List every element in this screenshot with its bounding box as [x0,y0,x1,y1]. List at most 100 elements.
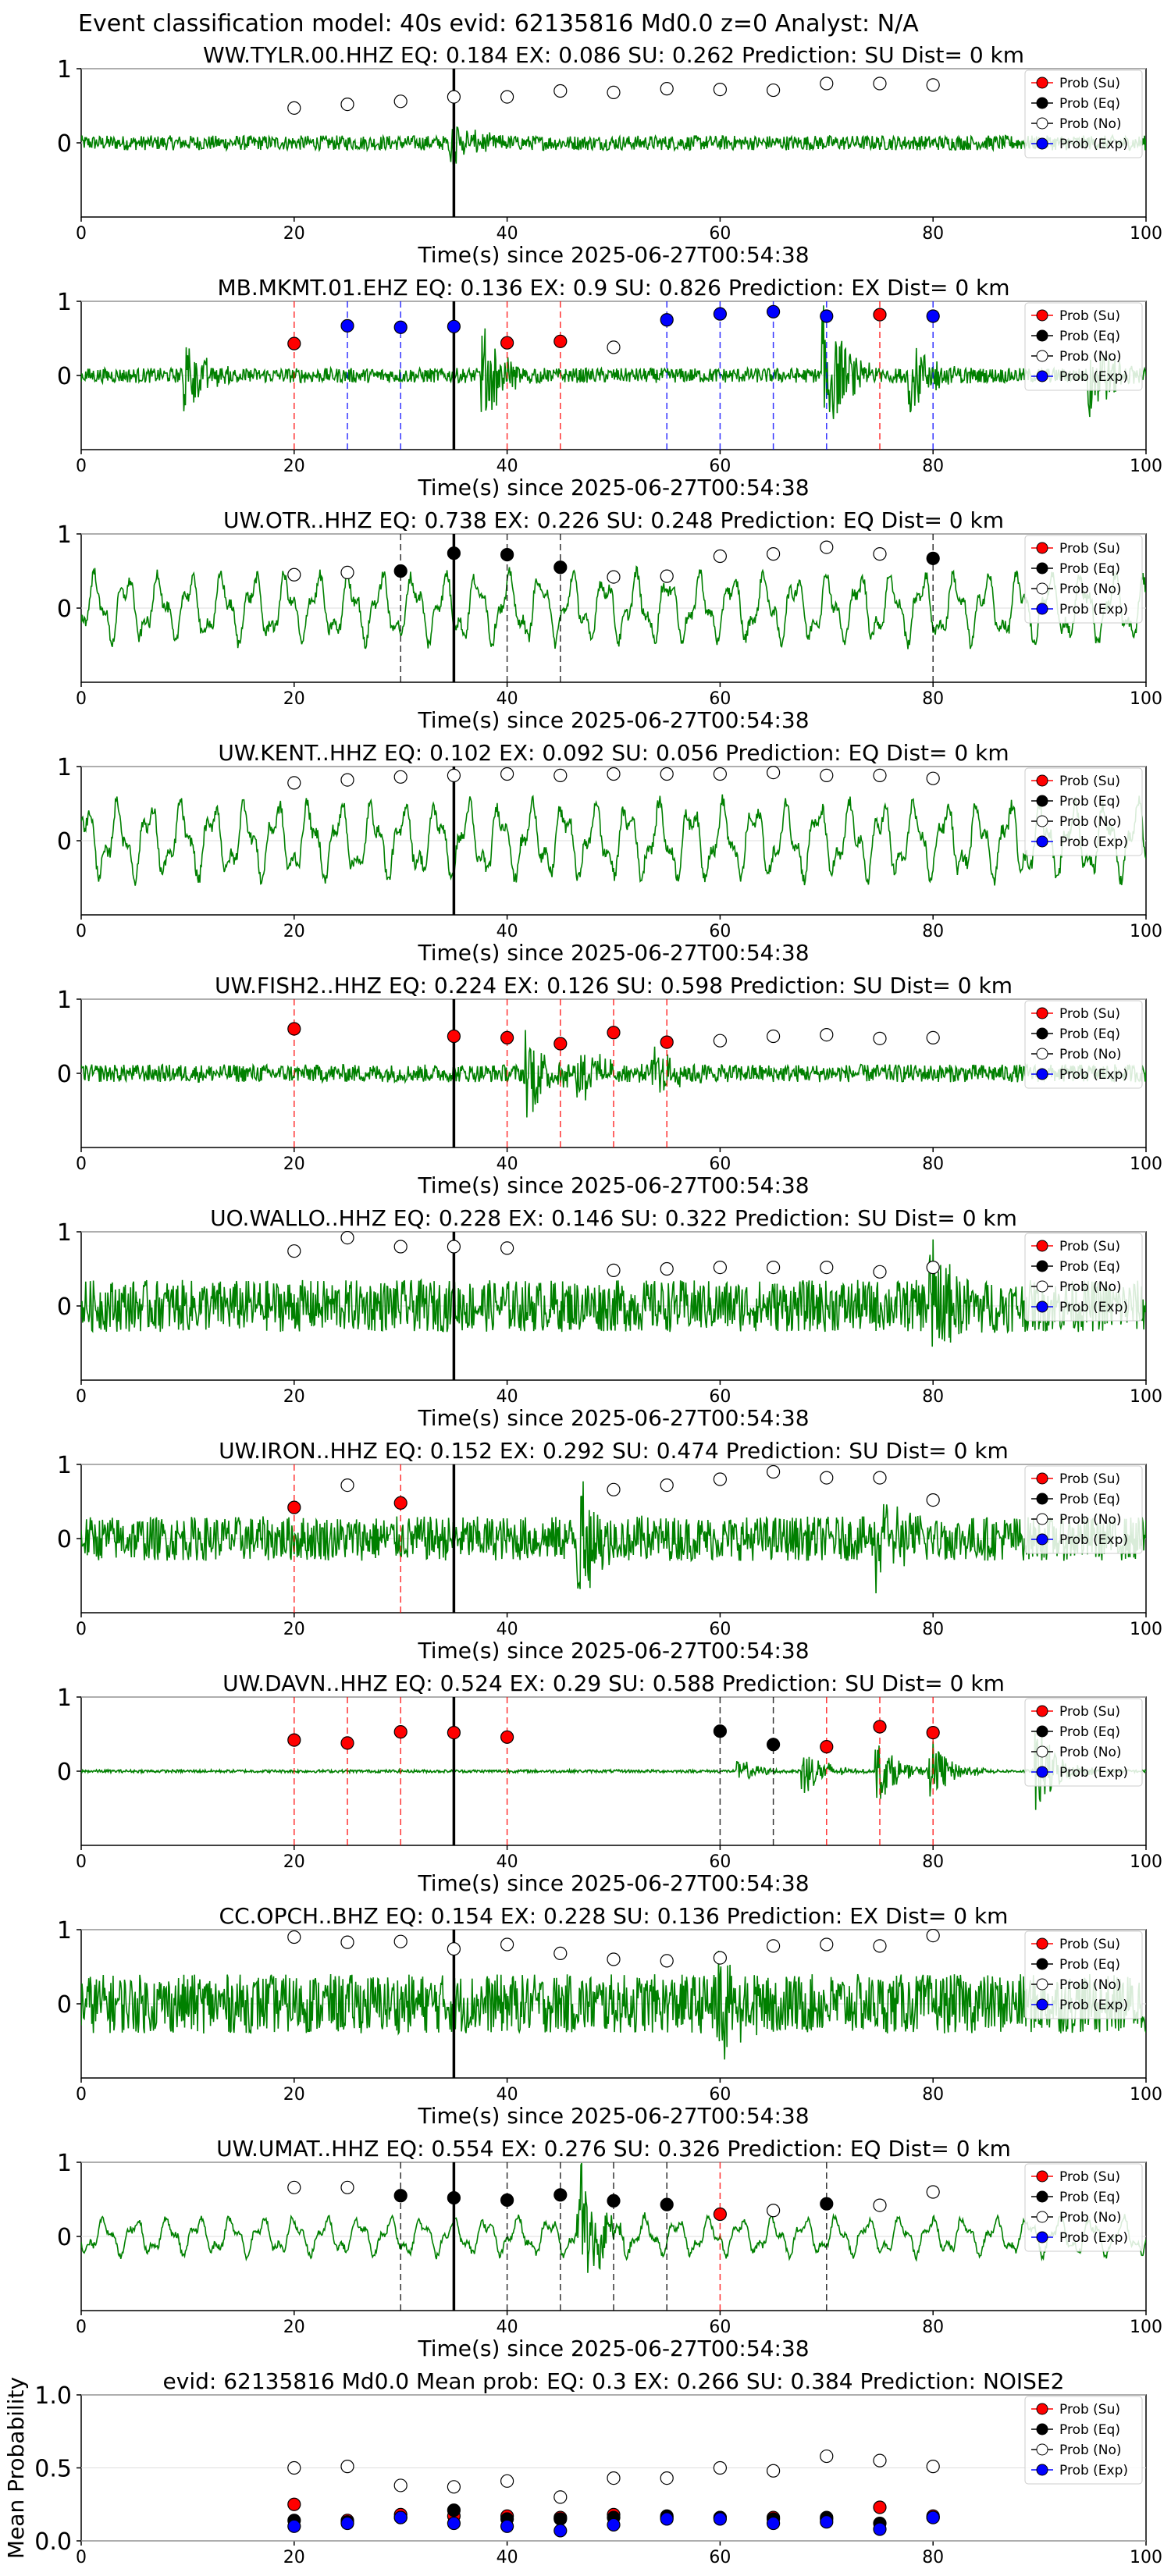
mean-prob-point-no [660,2471,674,2485]
mean-prob-point-exp [340,2516,354,2531]
y-tick-label: 0 [57,1526,72,1553]
prob-point-su [287,1500,301,1514]
legend-label: Prob (Eq) [1059,561,1120,577]
legend-label: Prob (Exp) [1059,1067,1128,1083]
legend-frame [1024,1465,1143,1554]
legend: Prob (Su) Prob (Eq) Prob (No) Prob (Exp) [1024,1465,1143,1554]
prob-point-no [287,568,301,582]
legend-label: Prob (Exp) [1059,1532,1128,1548]
x-tick-label: 40 [497,2318,518,2337]
prob-point-su [447,1029,461,1044]
prob-point-no [447,768,461,783]
x-tick-label: 0 [76,922,87,941]
legend-frame [1024,1233,1143,1322]
y-tick-label: 0 [57,363,72,390]
legend-label: Prob (Exp) [1059,602,1128,617]
mean-prob-point-exp [553,2524,568,2538]
x-tick-label: 0 [76,2318,87,2337]
prob-point-no [660,1261,674,1276]
prob-point-no [393,1240,408,1254]
x-tick-label: 40 [497,922,518,941]
legend-label: Prob (Eq) [1059,2190,1120,2205]
x-tick-label: 80 [922,689,944,709]
legend: Prob (Su) Prob (Eq) Prob (No) Prob (Exp) [1024,302,1143,391]
legend-marker [1036,2403,1048,2415]
prob-point-no [820,1471,834,1485]
prob-point-no [766,83,781,98]
mean-prob-point-no [553,2490,568,2504]
legend-marker [1036,309,1048,322]
x-tick-label: 80 [922,1620,944,1639]
legend-label: Prob (Eq) [1059,1259,1120,1275]
legend-marker [1036,2211,1048,2223]
x-tick-label: 40 [497,457,518,476]
prob-point-no [873,547,887,561]
legend-label: Prob (Exp) [1059,2230,1128,2246]
x-tick-label: 60 [709,2548,731,2567]
legend-marker [1036,1280,1048,1293]
legend-marker [1036,1998,1048,2011]
prob-point-no [287,776,301,790]
x-tick-label: 20 [283,2318,305,2337]
y-tick-label: 1 [57,2150,72,2177]
legend-marker [1036,1766,1048,1778]
y-tick-label: 0 [57,596,72,623]
prob-point-no [287,101,301,115]
prob-point-no [926,78,940,92]
mean-prob-point-exp [766,2516,781,2531]
x-axis-label: Time(s) since 2025-06-27T00:54:38 [417,707,809,733]
prob-point-su [926,1726,940,1740]
mean-prob-point-eq [553,2512,568,2526]
prob-point-exp [820,309,834,323]
x-axis-label: Time(s) since 2025-06-27T00:54:38 [417,1405,809,1431]
prob-point-no [766,1939,781,1953]
legend-marker [1036,117,1048,130]
x-tick-label: 60 [709,2085,731,2105]
prob-point-su [607,1026,621,1040]
legend-marker [1036,1240,1048,1252]
x-tick-label: 20 [283,1387,305,1407]
x-tick-label: 40 [497,689,518,709]
prob-point-no [713,549,728,564]
legend: Prob (Su) Prob (Eq) Prob (No) Prob (Exp) [1024,1698,1143,1787]
x-tick-label: 60 [709,1620,731,1639]
prob-point-eq [393,564,408,578]
x-tick-label: 80 [922,1852,944,1872]
y-tick-label: 0 [57,1061,72,1088]
mean-prob-point-su [287,2497,301,2511]
y-tick-label: 0 [57,828,72,856]
legend: Prob (Su) Prob (Eq) Prob (No) Prob (Exp) [1024,69,1143,158]
legend: Prob (Su) Prob (Eq) Prob (No) Prob (Exp) [1024,767,1143,856]
x-tick-label: 100 [1130,457,1162,476]
legend-marker [1036,329,1048,342]
waveform-trace [81,1731,1146,1810]
prob-point-no [926,1929,940,1943]
x-tick-label: 0 [76,1852,87,1872]
y-tick-label: 1 [57,1219,72,1247]
legend-label: Prob (Exp) [1059,369,1128,385]
x-tick-label: 0 [76,2085,87,2105]
x-tick-label: 80 [922,2548,944,2567]
y-tick-label: 1.0 [34,2382,72,2410]
prob-point-exp [926,309,940,323]
mean-prob-point-exp [500,2519,514,2533]
legend-label: Prob (Eq) [1059,329,1120,344]
legend-label: Prob (No) [1059,1512,1122,1528]
x-tick-label: 60 [709,922,731,941]
prob-point-no [713,767,728,781]
legend: Prob (Su) Prob (Eq) Prob (No) Prob (Exp) [1024,1000,1143,1089]
legend-marker [1036,76,1048,89]
x-tick-label: 0 [76,1387,87,1407]
legend-label: Prob (No) [1059,1047,1122,1062]
x-tick-label: 40 [497,2548,518,2567]
waveform-trace [81,794,1146,886]
prob-point-no [713,1034,728,1048]
prob-point-no [660,1954,674,1968]
prob-point-su [713,2207,728,2222]
legend-label: Prob (No) [1059,582,1122,597]
waveform-trace [81,1481,1146,1594]
panel-title: MB.MKMT.01.EHZ EQ: 0.136 EX: 0.9 SU: 0.8… [217,275,1009,301]
legend-marker [1036,1958,1048,1970]
prob-point-no [820,76,834,91]
legend-marker [1036,1513,1048,1525]
